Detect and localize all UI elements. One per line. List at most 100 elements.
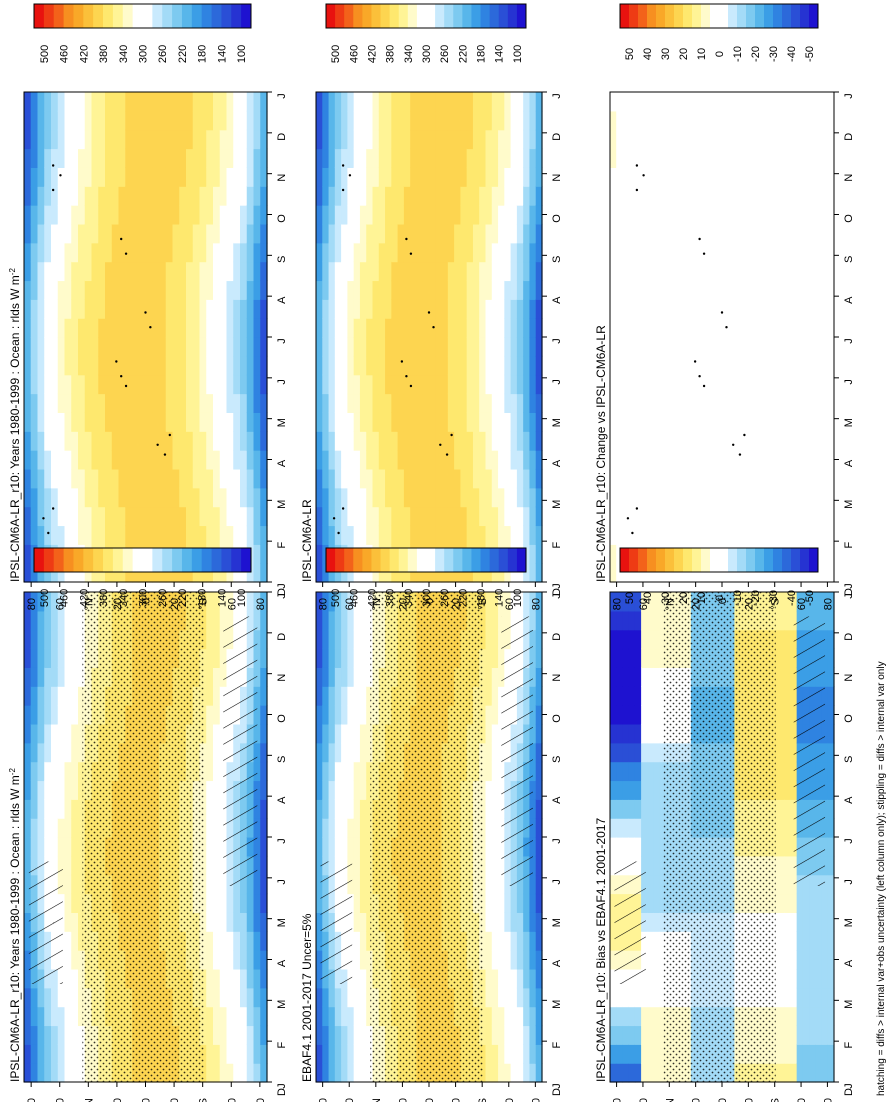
heatmap-cell bbox=[118, 280, 126, 300]
heatmap-cell bbox=[341, 468, 348, 489]
lat-tick-label: 60 bbox=[344, 598, 356, 610]
heatmap-cell bbox=[359, 1044, 367, 1064]
heatmap-cell bbox=[192, 148, 201, 168]
heatmap-cell bbox=[206, 148, 214, 168]
heatmap-cell bbox=[391, 563, 399, 583]
heatmap-cell bbox=[523, 931, 531, 951]
heatmap-cell bbox=[472, 299, 480, 319]
heatmap-cell bbox=[359, 337, 367, 357]
heatmap-cell bbox=[316, 761, 323, 782]
heatmap-cell bbox=[44, 648, 52, 668]
heatmap-cell bbox=[78, 629, 86, 650]
heatmap-cell bbox=[219, 129, 228, 150]
heatmap-cell bbox=[460, 110, 468, 131]
heatmap-cell bbox=[815, 1025, 823, 1045]
month-tick-label: D bbox=[551, 588, 563, 596]
heatmap-cell bbox=[359, 355, 367, 376]
heatmap-cell bbox=[504, 92, 512, 112]
heatmap-cell bbox=[334, 1044, 342, 1064]
heatmap-cell bbox=[118, 450, 126, 470]
heatmap-cell bbox=[37, 667, 45, 687]
heatmap-cell bbox=[316, 950, 323, 970]
heatmap-cell bbox=[372, 318, 380, 338]
heatmap-cell bbox=[138, 450, 147, 470]
heatmap-cell bbox=[322, 205, 330, 225]
heatmap-cell bbox=[37, 167, 45, 187]
heatmap-cell bbox=[57, 1006, 66, 1027]
heatmap-cell bbox=[260, 280, 268, 300]
heatmap-cell bbox=[71, 242, 79, 263]
month-tick-label: S bbox=[843, 756, 855, 763]
heatmap-cell bbox=[397, 299, 405, 319]
heatmap-cell bbox=[71, 280, 79, 300]
heatmap-cell bbox=[44, 186, 52, 206]
heatmap-cell bbox=[51, 223, 59, 244]
heatmap-cell bbox=[796, 950, 804, 970]
heatmap-cell bbox=[240, 893, 248, 913]
lat-tick-label: 80 bbox=[318, 598, 330, 610]
heatmap-cell bbox=[659, 874, 667, 895]
heatmap-cell bbox=[616, 648, 624, 668]
heatmap-cell bbox=[535, 563, 543, 583]
heatmap-cell bbox=[523, 186, 531, 206]
heatmap-cell bbox=[111, 129, 120, 150]
heatmap-cell bbox=[30, 506, 39, 527]
heatmap-cell bbox=[397, 525, 405, 545]
heatmap-cell bbox=[334, 648, 342, 668]
heatmap-cell bbox=[397, 110, 405, 131]
heatmap-cell bbox=[535, 874, 543, 895]
heatmap-cell bbox=[51, 280, 59, 300]
heatmap-cell bbox=[125, 525, 133, 545]
heatmap-cell bbox=[111, 355, 120, 376]
heatmap-cell bbox=[213, 648, 221, 668]
heatmap-cell bbox=[353, 393, 361, 413]
heatmap-cell bbox=[372, 355, 380, 376]
heatmap-cell bbox=[441, 355, 449, 376]
heatmap-cell bbox=[219, 412, 228, 432]
heatmap-cell bbox=[341, 92, 348, 112]
heatmap-cell bbox=[472, 129, 480, 150]
heatmap-cell bbox=[260, 780, 268, 800]
month-tick-label: J bbox=[843, 1083, 855, 1089]
heatmap-cell bbox=[647, 667, 655, 687]
heatmap-cell bbox=[78, 610, 86, 631]
heatmap-cell bbox=[71, 931, 79, 951]
heatmap-cell bbox=[796, 1063, 804, 1083]
heatmap-cell bbox=[152, 280, 160, 300]
heatmap-cell bbox=[460, 148, 468, 168]
month-tick-label: J bbox=[276, 593, 288, 599]
month-tick-label: F bbox=[551, 1042, 563, 1049]
month-tick-label: J bbox=[551, 838, 563, 844]
heatmap-cell bbox=[353, 592, 361, 612]
heatmap-cell bbox=[165, 468, 174, 489]
heatmap-cell bbox=[341, 129, 348, 150]
heatmap-cell bbox=[516, 337, 524, 357]
heatmap-cell bbox=[504, 893, 512, 913]
heatmap-cell bbox=[240, 931, 248, 951]
heatmap-cell bbox=[213, 1044, 221, 1064]
heatmap-cell bbox=[145, 110, 153, 131]
heatmap-cell bbox=[359, 261, 367, 282]
heatmap-cell bbox=[510, 355, 518, 376]
heatmap-cell bbox=[192, 468, 201, 489]
heatmap-cell bbox=[226, 129, 234, 150]
heatmap-cell bbox=[51, 450, 59, 470]
heatmap-cell bbox=[523, 299, 531, 319]
heatmap-cell bbox=[179, 506, 187, 527]
heatmap-cell bbox=[485, 592, 493, 612]
heatmap-cell bbox=[790, 1063, 798, 1083]
heatmap-cell bbox=[334, 837, 342, 857]
heatmap-cell bbox=[78, 525, 86, 545]
heatmap-cell bbox=[378, 242, 386, 263]
heatmap-cell bbox=[44, 667, 52, 687]
heatmap-cell bbox=[165, 205, 174, 225]
heatmap-cell bbox=[192, 525, 201, 545]
heatmap-cell bbox=[353, 780, 361, 800]
heatmap-cell bbox=[485, 742, 493, 763]
heatmap-cell bbox=[659, 912, 667, 932]
heatmap-cell bbox=[71, 893, 79, 913]
heatmap-cell bbox=[784, 686, 792, 706]
heatmap-cell bbox=[472, 110, 480, 131]
heatmap-cell bbox=[802, 1006, 810, 1027]
stippling-overlay bbox=[42, 164, 171, 535]
